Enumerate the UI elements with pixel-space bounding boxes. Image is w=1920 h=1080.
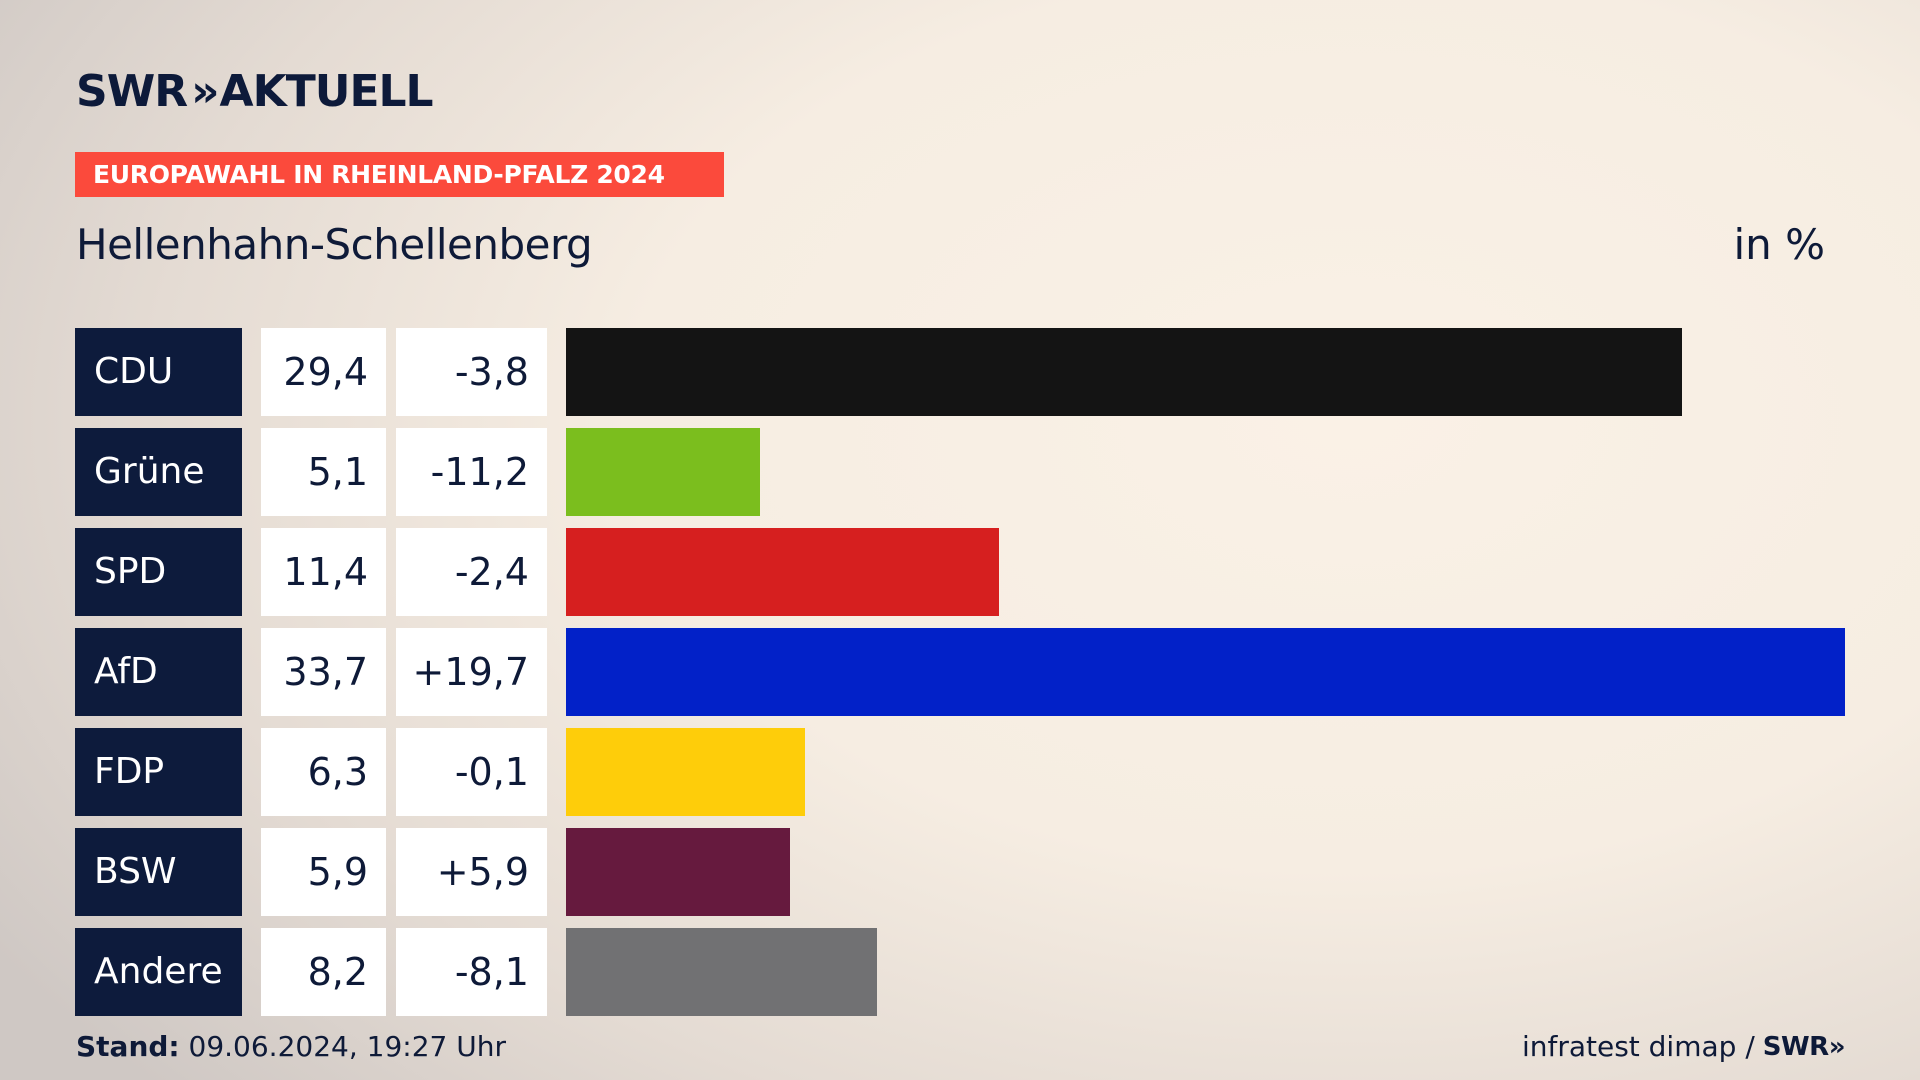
stand-value: 09.06.2024, 19:27 Uhr (179, 1030, 506, 1063)
unit-label: in % (1733, 220, 1825, 269)
election-banner: EUROPAWAHL IN RHEINLAND-PFALZ 2024 (75, 152, 724, 197)
change-label: -8,1 (396, 928, 547, 1016)
logo-swr: SWR (76, 65, 188, 117)
result-row: SPD 11,4 -2,4 (0, 528, 1920, 616)
source-credit: infratest dimap / SWR» (1521, 1030, 1846, 1063)
party-label: AfD (75, 628, 242, 716)
result-bar (566, 428, 760, 516)
result-row: Andere 8,2 -8,1 (0, 928, 1920, 1016)
stand-label: Stand: (76, 1030, 180, 1063)
change-label: +5,9 (396, 828, 547, 916)
logo-aktuell: AKTUELL (219, 65, 434, 117)
result-bar (566, 728, 805, 816)
result-bar (566, 628, 1845, 716)
result-bar (566, 828, 790, 916)
result-bar (566, 528, 999, 616)
change-label: +19,7 (396, 628, 547, 716)
result-row: BSW 5,9 +5,9 (0, 828, 1920, 916)
change-label: -3,8 (396, 328, 547, 416)
result-row: FDP 6,3 -0,1 (0, 728, 1920, 816)
vote-share-label: 5,9 (261, 828, 386, 916)
swr-aktuell-logo: SWR» AKTUELL (76, 65, 434, 117)
swr-mini-logo: SWR» (1762, 1031, 1846, 1062)
party-label: Grüne (75, 428, 242, 516)
timestamp: Stand: 09.06.2024, 19:27 Uhr (76, 1030, 506, 1063)
change-label: -11,2 (396, 428, 547, 516)
vote-share-label: 6,3 (261, 728, 386, 816)
vote-share-label: 33,7 (261, 628, 386, 716)
party-label: Andere (75, 928, 242, 1016)
change-label: -0,1 (396, 728, 547, 816)
result-row: AfD 33,7 +19,7 (0, 628, 1920, 716)
result-bar (566, 928, 877, 1016)
vote-share-label: 29,4 (261, 328, 386, 416)
party-label: BSW (75, 828, 242, 916)
vote-share-label: 11,4 (261, 528, 386, 616)
result-bar (566, 328, 1682, 416)
party-label: FDP (75, 728, 242, 816)
vote-share-label: 5,1 (261, 428, 386, 516)
logo-chevrons-icon: » (191, 65, 220, 117)
place-title: Hellenhahn-Schellenberg (76, 220, 593, 269)
result-row: Grüne 5,1 -11,2 (0, 428, 1920, 516)
party-label: SPD (75, 528, 242, 616)
result-row: CDU 29,4 -3,8 (0, 328, 1920, 416)
change-label: -2,4 (396, 528, 547, 616)
vote-share-label: 8,2 (261, 928, 386, 1016)
party-label: CDU (75, 328, 242, 416)
source-text: infratest dimap / (1521, 1030, 1755, 1063)
